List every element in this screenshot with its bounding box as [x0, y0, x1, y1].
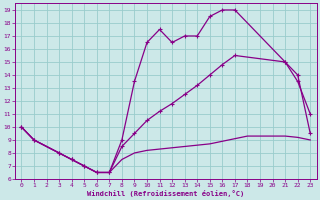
- X-axis label: Windchill (Refroidissement éolien,°C): Windchill (Refroidissement éolien,°C): [87, 190, 244, 197]
